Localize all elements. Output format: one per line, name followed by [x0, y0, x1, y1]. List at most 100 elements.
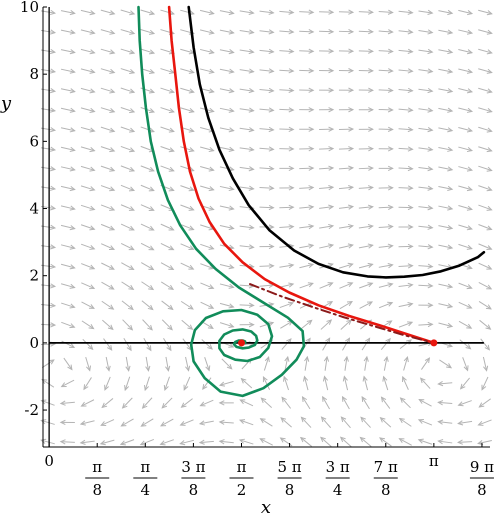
field-arrow	[438, 322, 454, 328]
field-arrow	[338, 107, 355, 113]
field-arrow	[80, 107, 96, 113]
field-arrow	[40, 419, 55, 425]
field-arrow	[180, 87, 195, 94]
trajectory-3	[137, 5, 306, 398]
field-arrow	[239, 107, 255, 113]
field-arrow	[238, 438, 254, 445]
field-arrow	[259, 48, 275, 54]
field-arrow	[204, 357, 211, 372]
field-arrow	[279, 263, 295, 269]
field-arrow	[161, 397, 173, 409]
field-arrow	[458, 48, 474, 55]
field-arrow	[378, 9, 394, 15]
field-arrow	[160, 223, 175, 231]
field-arrow	[299, 224, 315, 230]
field-arrow	[438, 107, 454, 113]
field-arrow	[100, 185, 116, 192]
field-arrow	[378, 48, 394, 54]
field-arrow	[358, 48, 374, 54]
field-arrow	[458, 107, 474, 113]
field-arrow	[81, 282, 96, 290]
field-arrow	[378, 146, 394, 152]
field-arrow	[239, 127, 255, 133]
field-arrow	[398, 87, 414, 94]
field-arrow	[125, 356, 131, 372]
field-arrow	[398, 417, 412, 427]
field-arrow	[60, 88, 76, 94]
field-arrow	[200, 185, 215, 192]
field-arrow	[438, 303, 454, 309]
field-arrow	[477, 439, 492, 446]
field-arrow	[279, 48, 295, 54]
field-arrow	[259, 185, 275, 191]
field-arrow	[100, 48, 116, 55]
field-arrow	[219, 29, 235, 35]
field-arrow	[239, 224, 255, 230]
field-arrow	[279, 437, 293, 447]
field-arrow	[462, 357, 469, 372]
field-arrow	[219, 9, 235, 16]
field-arrow	[238, 419, 254, 426]
field-arrow	[201, 339, 213, 350]
field-arrow	[101, 398, 114, 409]
field-arrow	[458, 301, 473, 309]
field-arrow	[60, 68, 76, 74]
field-arrow	[121, 281, 135, 291]
field-arrow	[80, 399, 95, 407]
field-arrow	[80, 126, 96, 133]
field-arrow	[140, 262, 155, 271]
field-arrow	[418, 87, 434, 94]
field-arrow	[359, 301, 374, 309]
field-arrow	[459, 339, 472, 350]
field-arrow	[160, 243, 175, 251]
axes	[42, 7, 490, 448]
field-arrow	[104, 376, 111, 391]
trajectory-2	[249, 283, 435, 344]
field-arrow	[141, 300, 154, 311]
field-arrow	[83, 377, 92, 391]
field-arrow	[302, 375, 309, 391]
field-arrow	[359, 436, 372, 447]
field-arrow	[80, 87, 96, 94]
field-arrow	[219, 283, 235, 289]
field-arrow	[259, 418, 273, 427]
field-arrow	[180, 185, 195, 192]
field-arrow	[219, 185, 235, 192]
field-arrow	[319, 146, 335, 152]
field-arrow	[398, 48, 414, 54]
field-arrow	[358, 146, 374, 152]
field-arrow	[163, 376, 170, 392]
field-arrow	[399, 397, 411, 409]
field-arrow	[398, 224, 414, 230]
field-arrow	[120, 418, 134, 427]
field-arrow	[179, 419, 194, 426]
field-arrow	[120, 68, 136, 74]
field-arrow	[180, 300, 194, 310]
field-arrow	[403, 355, 409, 371]
field-arrow	[402, 375, 409, 390]
field-arrow	[358, 29, 374, 35]
field-arrow	[481, 376, 489, 391]
field-arrow	[100, 146, 116, 153]
field-arrow	[438, 49, 454, 55]
field-arrow	[358, 185, 374, 191]
field-arrow	[378, 282, 394, 288]
field-arrow	[41, 359, 55, 369]
x-axis-label: x	[261, 497, 271, 517]
field-arrow	[478, 398, 491, 408]
field-arrow	[40, 399, 55, 406]
field-arrow	[342, 337, 351, 351]
field-arrow	[221, 358, 233, 370]
field-arrow	[338, 48, 355, 54]
field-arrow	[259, 263, 275, 269]
field-arrow	[103, 338, 113, 351]
field-arrow	[279, 224, 295, 230]
field-arrow	[140, 9, 156, 16]
x-tick-label: 5 π8	[277, 458, 301, 499]
field-arrow	[141, 397, 153, 409]
field-arrow	[478, 107, 493, 114]
field-arrow	[218, 419, 234, 425]
field-arrow	[279, 146, 295, 152]
field-arrow	[361, 395, 370, 410]
